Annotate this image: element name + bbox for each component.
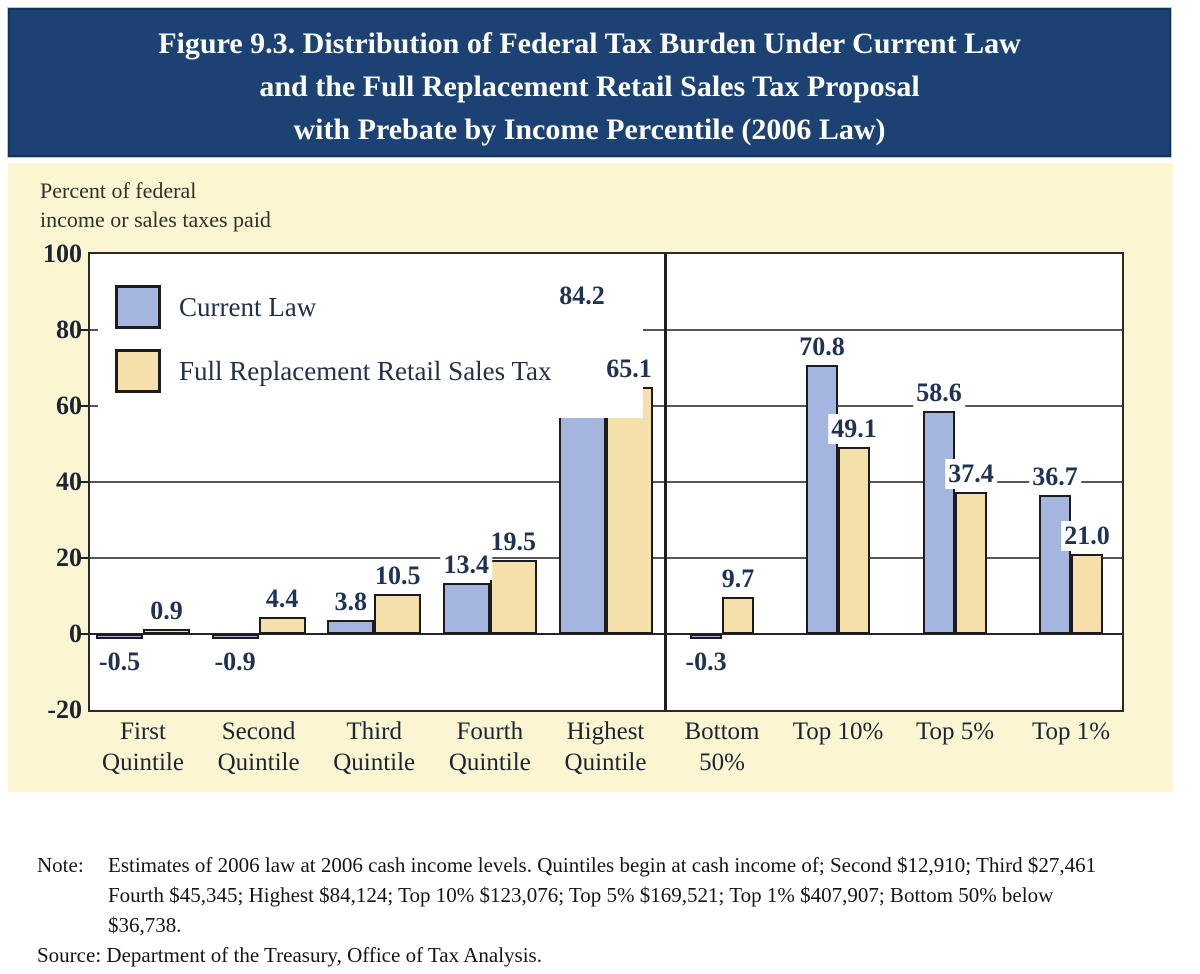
figure-title-line-3: with Prebate by Income Percentile (2006 … (293, 113, 886, 146)
value-label: 36.7 (1029, 461, 1081, 492)
value-label: 49.1 (828, 414, 880, 445)
value-label: 10.5 (371, 561, 424, 592)
value-label: 37.4 (945, 458, 997, 489)
bar-sales-tax-8 (1071, 554, 1103, 634)
y-tick-label-80: 80 (56, 315, 82, 344)
legend-item-sales-tax: Full Replacement Retail Sales Tax (115, 349, 552, 393)
bar-current-law-3 (442, 583, 490, 634)
source-line: Source: Department of the Treasury, Offi… (37, 943, 542, 967)
value-label: -0.9 (211, 647, 259, 677)
bar-sales-tax-0 (143, 629, 190, 634)
value-label: 0.9 (147, 596, 186, 626)
bar-sales-tax-2 (374, 594, 422, 634)
value-label: -0.3 (682, 647, 730, 677)
figure-title-line-2: and the Full Replacement Retail Sales Ta… (259, 70, 920, 103)
y-tick-label-0: 0 (69, 619, 82, 648)
y-tick-label--20: -20 (47, 695, 82, 724)
value-label: 4.4 (262, 584, 302, 615)
value-label: -0.5 (95, 647, 144, 677)
bar-current-law-5 (690, 634, 722, 639)
value-label: 84.2 (556, 281, 608, 312)
value-label: 9.7 (718, 564, 758, 595)
panel-divider-line (664, 254, 667, 710)
bar-current-law-0 (96, 634, 143, 639)
note-line: $36,738. (108, 913, 182, 937)
note-label: Note: (37, 853, 84, 877)
figure-title-box: Figure 9.3. Distribution of Federal Tax … (7, 7, 1172, 158)
y-tick-mark (78, 329, 88, 331)
bar-sales-tax-3 (489, 559, 537, 634)
legend-label-sales-tax: Full Replacement Retail Sales Tax (179, 355, 552, 386)
y-tick-mark (78, 405, 88, 407)
note-line: Estimates of 2006 law at 2006 cash incom… (108, 853, 1097, 877)
y-axis: 100 80 60 40 20 0 -20 (0, 0, 100, 974)
bar-sales-tax-1 (258, 617, 306, 634)
notes-section: Note: Estimates of 2006 law at 2006 cash… (37, 850, 1187, 970)
bar-current-law-2 (327, 619, 375, 634)
y-tick-label-20: 20 (56, 543, 82, 572)
y-axis-title: Percent of federal income or sales taxes… (40, 176, 271, 234)
note-text: Estimates of 2006 law at 2006 cash incom… (108, 850, 1187, 940)
zero-axis-line (90, 633, 1122, 635)
legend-item-current-law: Current Law (115, 285, 316, 329)
y-axis-title-line-1: Percent of federal (40, 178, 197, 203)
bar-sales-tax-4 (605, 386, 653, 634)
value-label: 65.1 (603, 353, 655, 384)
bar-current-law-6 (806, 364, 838, 634)
y-tick-mark (78, 633, 88, 635)
legend-swatch-sales-tax (115, 349, 161, 393)
figure-title-line-1: Figure 9.3. Distribution of Federal Tax … (158, 27, 1021, 60)
y-tick-mark (78, 481, 88, 483)
y-tick-label-100: 100 (43, 239, 82, 268)
y-tick-label-40: 40 (56, 467, 82, 496)
bar-sales-tax-6 (838, 447, 870, 634)
bar-current-law-1 (211, 634, 259, 639)
value-label: 21.0 (1061, 521, 1113, 552)
plot-area: Current Law Full Replacement Retail Sale… (88, 252, 1124, 712)
bar-current-law-7 (923, 411, 955, 634)
note-row: Note: Estimates of 2006 law at 2006 cash… (37, 850, 1187, 940)
legend: Current Law Full Replacement Retail Sale… (98, 266, 643, 418)
bar-sales-tax-7 (955, 491, 987, 634)
y-axis-title-line-2: income or sales taxes paid (40, 207, 271, 232)
bar-sales-tax-5 (722, 597, 754, 634)
y-tick-mark (78, 557, 88, 559)
value-label: 3.8 (331, 586, 370, 617)
value-label: 58.6 (913, 378, 965, 409)
value-label: 19.5 (487, 526, 540, 557)
value-label: 13.4 (440, 550, 493, 581)
legend-swatch-current-law (115, 285, 161, 329)
y-tick-label-60: 60 (56, 391, 82, 420)
bar-current-law-8 (1039, 494, 1071, 634)
legend-label-current-law: Current Law (179, 291, 317, 322)
note-line: Fourth $45,345; Highest $84,124; Top 10%… (108, 883, 1054, 907)
value-label: 70.8 (796, 331, 848, 362)
